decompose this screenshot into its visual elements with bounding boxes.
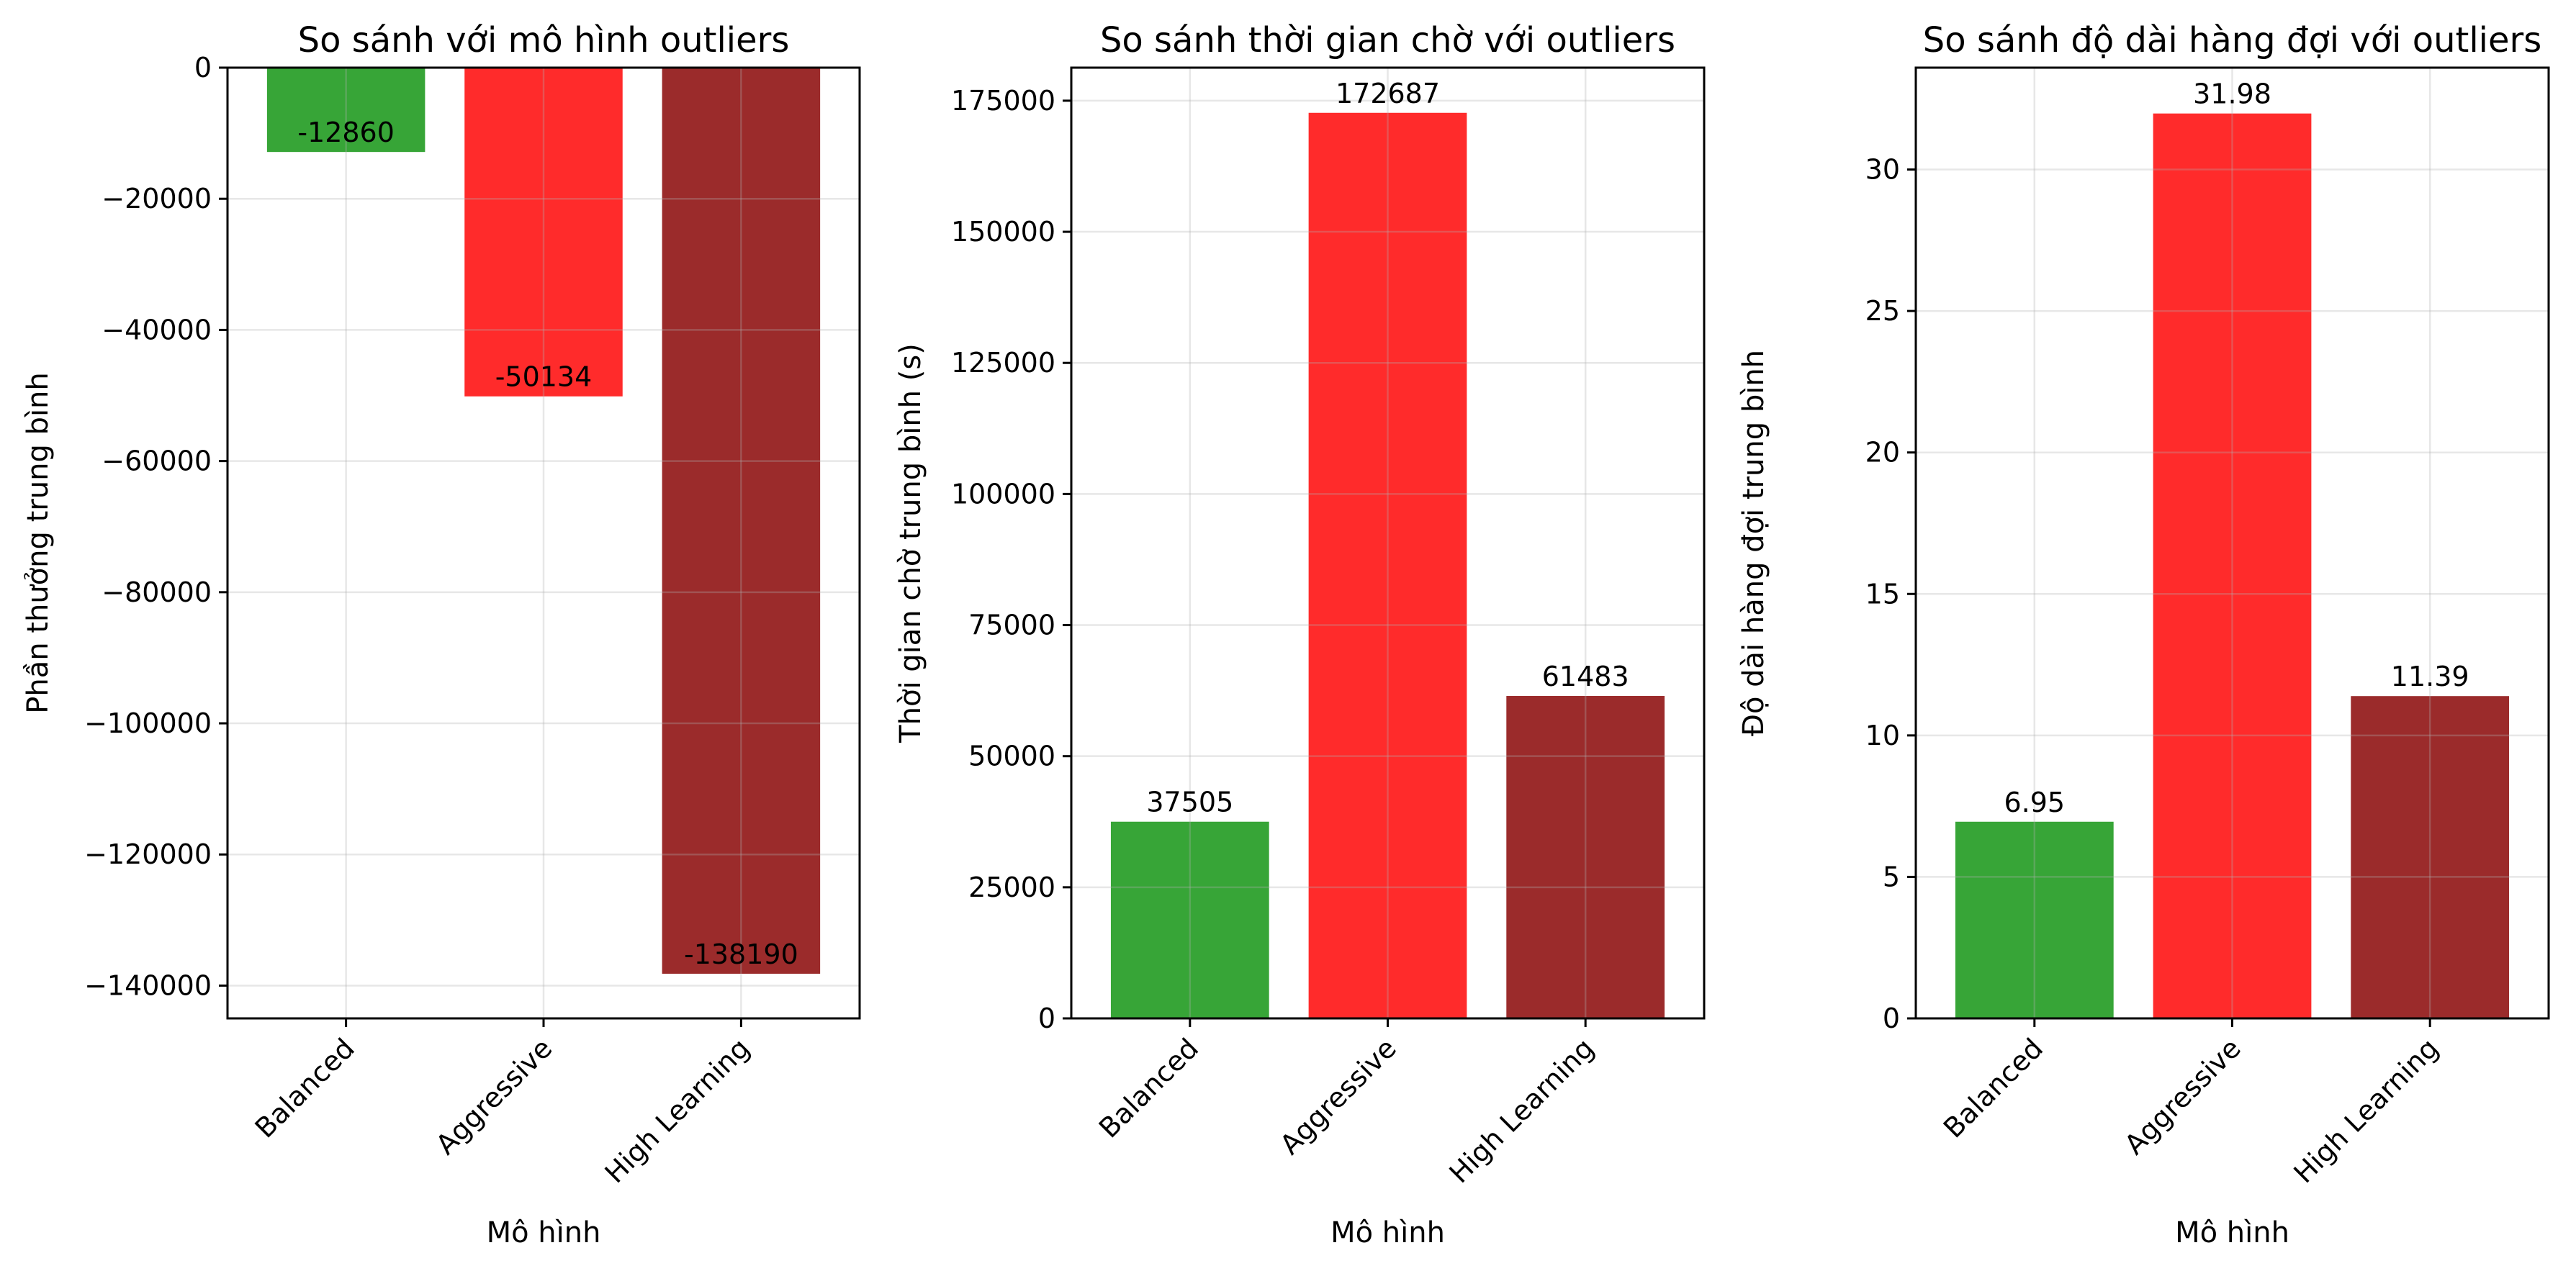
y-axis-label: Phần thưởng trung bình — [22, 372, 55, 714]
y-tick-label: 0 — [1038, 1003, 1055, 1034]
y-tick-label: −20000 — [102, 183, 212, 214]
bar-high-learning — [2351, 696, 2510, 1018]
chart-title: So sánh với mô hình outliers — [298, 20, 790, 60]
y-tick-label: 0 — [1883, 1003, 1900, 1034]
y-tick-label: 0 — [194, 52, 212, 83]
bar-aggressive — [2153, 113, 2312, 1019]
chart-title: So sánh độ dài hàng đợi với outliers — [1923, 20, 2542, 60]
bar-aggressive — [464, 68, 623, 397]
bar-high-learning — [1506, 696, 1665, 1018]
y-tick-label: 10 — [1865, 720, 1900, 751]
y-tick-label: 15 — [1865, 578, 1900, 610]
y-tick-label: 150000 — [951, 216, 1055, 248]
chart-title: So sánh thời gian chờ với outliers — [1100, 20, 1675, 60]
y-tick-label: 50000 — [968, 741, 1055, 772]
chart-panel-2: 37505 172687 61483 0 25000 50000 75000 100000 12… — [894, 20, 1706, 1249]
y-tick-label: 30 — [1865, 154, 1900, 186]
value-label: -138190 — [684, 938, 798, 970]
y-tick-label: −100000 — [84, 707, 212, 739]
value-label: 172687 — [1336, 78, 1440, 109]
y-tick-label: 125000 — [951, 347, 1055, 379]
bar-balanced — [1955, 821, 2114, 1018]
value-label: 61483 — [1542, 661, 1629, 692]
y-tick-label: −140000 — [84, 969, 212, 1001]
x-axis-label: Mô hình — [487, 1216, 601, 1249]
value-label: 31.98 — [2193, 78, 2271, 110]
bar-balanced — [266, 68, 425, 153]
bar-high-learning — [662, 68, 821, 974]
value-label: 6.95 — [2004, 787, 2066, 818]
y-tick-label: 5 — [1883, 861, 1900, 892]
y-tick-label: −60000 — [102, 445, 212, 477]
y-tick-label: −120000 — [84, 838, 212, 870]
x-axis-label: Mô hình — [2175, 1216, 2289, 1249]
value-label: -12860 — [297, 117, 395, 148]
y-tick-label: 20 — [1865, 437, 1900, 469]
y-axis-label: Độ dài hàng đợi trung bình — [1737, 350, 1770, 736]
y-tick-label: 25 — [1865, 295, 1900, 327]
y-tick-label: 175000 — [951, 85, 1055, 117]
bar-balanced — [1110, 821, 1269, 1018]
y-tick-label: −80000 — [102, 576, 212, 608]
value-label: 37505 — [1146, 787, 1233, 818]
x-axis-label: Mô hình — [1330, 1216, 1445, 1249]
value-label: 11.39 — [2391, 661, 2469, 692]
y-tick-label: 100000 — [951, 478, 1055, 510]
y-tick-label: 75000 — [968, 610, 1055, 641]
value-label: -50134 — [495, 361, 593, 393]
y-axis-label: Thời gian chờ trung bình (s) — [894, 343, 927, 743]
y-tick-label: −40000 — [102, 314, 212, 345]
bar-aggressive — [1308, 112, 1467, 1018]
y-tick-label: 25000 — [968, 872, 1055, 903]
